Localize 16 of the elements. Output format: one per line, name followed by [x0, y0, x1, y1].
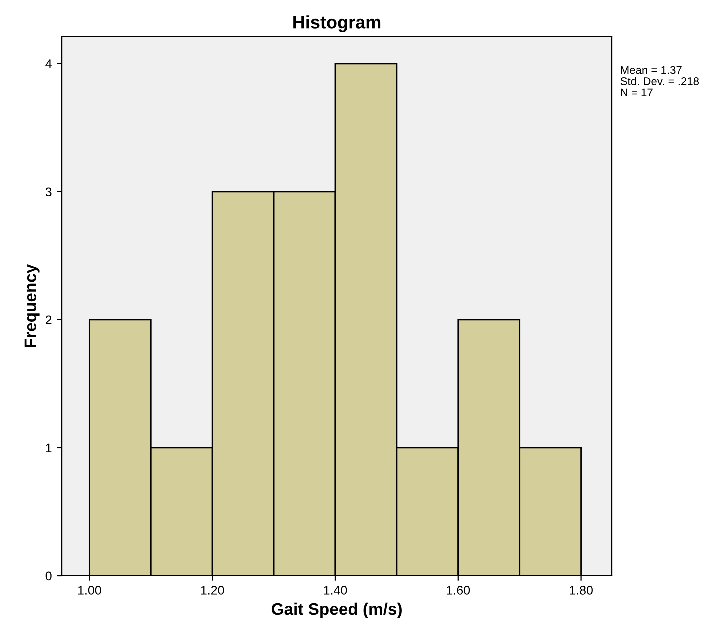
y-axis-title: Frequency [24, 264, 40, 348]
chart-title: Histogram [294, 16, 381, 32]
text: Std. Dev. = .218 [620, 77, 700, 86]
x-axis-title: Gait Speed (m/s) [272, 602, 402, 618]
x-tick-label: 1.80 [570, 586, 593, 595]
y-tick-label: 2 [46, 316, 52, 324]
text: Mean = 1.37 [621, 66, 682, 74]
text: N = 17 [621, 88, 653, 97]
x-tick-label: 1.60 [447, 586, 470, 595]
y-tick-label: 0 [46, 572, 52, 581]
x-tick-label: 1.40 [324, 586, 348, 595]
x-tick-label: 1.00 [78, 586, 102, 595]
y-tick-label: 4 [46, 60, 52, 68]
y-tick-label: 1 [46, 444, 52, 452]
y-tick-label: 3 [46, 188, 52, 197]
x-tick-label: 1.20 [201, 586, 224, 595]
